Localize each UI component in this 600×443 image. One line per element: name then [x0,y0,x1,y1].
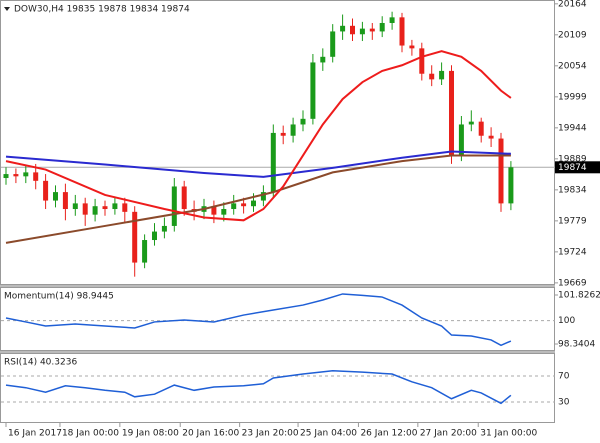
current-price-label: 19874 [558,163,587,173]
candle-body [23,172,29,177]
x-tick-label: 27 Jan 20:00 [420,429,477,439]
y-tick-label: 100 [558,316,575,326]
candle-body [290,124,296,136]
candle-body [43,180,49,201]
candle-body [13,174,19,177]
y-tick-label: 19944 [558,123,587,133]
candle-body [439,70,445,80]
x-tick-label: 20 Jan 16:00 [182,429,239,439]
indicator-line [5,370,512,405]
price-panel [0,0,555,285]
x-tick-label: 31 Jan 00:00 [480,429,537,439]
rsi-title: RSI(14) 40.3236 [4,358,77,368]
candle-body [231,203,237,210]
candle-body [379,22,385,32]
candle-body [330,31,336,57]
candle-body [280,132,286,136]
y-tick-label: 20164 [558,0,587,9]
x-tick-label: 18 Jan 00:00 [62,429,119,439]
current-price-box [555,161,600,174]
candle-body [33,172,39,181]
candle-body [468,121,474,125]
moving-average [5,50,512,222]
candle-body [53,192,58,201]
candle-body [270,132,276,193]
candle-body [92,206,98,215]
y-tick-label: 19834 [558,185,587,195]
x-tick-label: 23 Jan 20:00 [242,429,299,439]
candle-body [350,25,355,35]
candle-body [359,28,365,35]
candle-body [320,56,326,63]
candle-body [260,192,266,201]
candle-body [112,203,118,210]
candle-body [152,231,157,241]
candle-body [241,203,247,207]
moving-average [5,154,511,244]
candle-body [161,225,167,232]
y-tick-label: 20054 [558,61,587,71]
candle-body [498,138,504,204]
candle-body [72,203,78,210]
candle-body [449,70,454,156]
candle-body [300,118,306,125]
y-tick-label: 19889 [558,154,587,164]
candle-body [181,186,187,210]
y-tick-label: 19669 [558,278,587,288]
candle-body [251,200,256,207]
x-tick-label: 19 Jan 08:00 [122,429,179,439]
y-tick-label: 19779 [558,216,587,226]
indicator-line [5,293,512,347]
candle-body [82,203,88,215]
menu-triangle [4,7,10,11]
candle-body [369,28,375,32]
y-tick-label: 70 [558,372,570,382]
candle-body [132,211,138,263]
moving-average [5,150,511,178]
candle-body [171,186,177,226]
x-tick-label: 25 Jan 04:00 [300,429,357,439]
candle-body [429,73,435,80]
candle-body [221,209,227,215]
candle-body [399,17,405,46]
chart-title: DOW30,H4 19835 19878 19834 19874 [14,5,190,15]
candle-body [310,62,316,119]
y-tick-label: 101.8262 [558,291,600,301]
y-tick-label: 30 [558,398,570,408]
candle-body [211,206,217,215]
candle-body [508,167,514,204]
y-tick-label: 98.3404 [558,340,595,350]
candle-body [102,206,108,210]
momentum-panel [0,287,555,351]
rsi-panel [0,353,555,423]
candle-body [389,17,395,23]
candle-body [409,45,415,49]
candle-body [488,135,494,139]
candle-body [340,25,346,32]
x-tick-label: 26 Jan 12:00 [360,429,417,439]
momentum-title: Momentum(14) 98.9445 [4,292,114,302]
y-tick-label: 19724 [558,247,587,257]
candle-body [142,240,148,263]
candle-body [122,203,128,212]
candle-body [458,124,464,156]
candle-body [62,192,68,210]
x-tick-label: 16 Jan 2017 [8,429,62,439]
candle-body [3,174,9,179]
y-tick-label: 20109 [558,30,587,40]
y-tick-label: 19999 [558,92,587,102]
candle-body [419,48,425,74]
candle-body [478,121,484,136]
